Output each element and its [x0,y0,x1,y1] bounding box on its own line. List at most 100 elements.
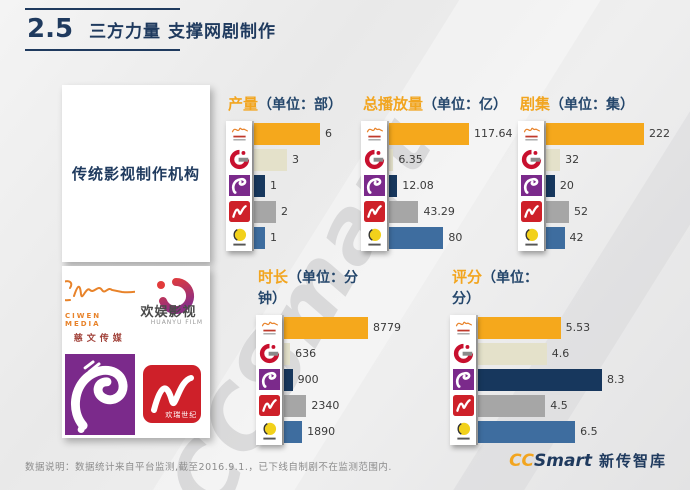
brand-cn: 新传智库 [598,452,667,470]
data-disclaimer: 数据说明：数据统计来自平台监测,截至2016.9.1.，已下线自制剧不在监测范围… [25,462,392,473]
chart-unit-label: （单位：部） [258,97,343,113]
chart-row: 900 [284,367,401,393]
header-rule-bottom [25,49,180,51]
chart-row: 2340 [284,393,401,419]
bar-value-label: 2340 [311,399,340,413]
chart-row: 4.6 [478,341,625,367]
bar-value-label: 3 [292,153,299,167]
chart-row: 32 [546,147,670,173]
chart-row: 6.5 [478,419,625,445]
ciwen-media-cn: 慈文传媒 [73,333,126,344]
purple-dragon-icon [256,367,282,393]
company-logo-grid: CIWEN MEDIA 慈文传媒 欢娱影视 HUANYU FILM [62,266,210,438]
chart-plot-area: 8779 636 900 2340 1890 [282,314,401,445]
chart-icon-strip [518,120,544,251]
chart-unit-label: （单位：亿） [423,97,508,113]
page-title: 三方力量 支撑网剧制作 [89,22,276,42]
dragon-icon [70,359,128,433]
bar [546,122,644,145]
bar-value-label: 4.6 [551,347,570,361]
brand-cc: CC [509,451,535,471]
chart-title: 剧集 [520,95,551,113]
chart-duration: 时长（单位：分钟） 8779 636 900 2340 1890 [256,267,401,445]
purple-dragon-icon [226,173,252,199]
chart-icon-strip [226,120,252,251]
chart-row: 1890 [284,419,401,445]
bar-value-label: 6 [325,127,332,141]
bar-value-label: 1 [270,179,277,193]
ciwen-media-icon [450,315,476,341]
bar-value-label: 6.5 [580,425,598,439]
bar [254,226,265,249]
bar-value-label: 80 [448,231,463,245]
chart-row: 8779 [284,315,401,341]
ciwen-media-en: CIWEN MEDIA [65,311,102,328]
bar-value-label: 636 [295,347,317,361]
bar-value-label: 8779 [373,321,401,335]
bar-value-label: 2 [281,205,288,219]
chart-row: 636 [284,341,401,367]
bar-value-label: 1 [270,231,277,245]
chart-row: 3 [254,147,332,173]
bar-value-label: 32 [565,153,580,167]
huanyu-film-icon [226,147,252,173]
chart-plot-area: 222 32 20 52 42 [544,120,670,251]
purple-dragon-icon [361,173,387,199]
bar [284,368,293,391]
ciwen-signature-icon [65,279,135,301]
chart-plot-area: 5.53 4.6 8.3 4.5 6.5 [476,314,625,445]
bar [478,368,602,391]
huanrui-century-cn: 欢瑞世纪 [165,411,198,420]
chart-row: 1 [254,225,332,251]
huanrui-red-box: 欢瑞世纪 [143,365,202,424]
bar [254,148,287,171]
bar [478,316,561,339]
slide-header: 2.5 三方力量 支撑网剧制作 [25,8,276,51]
bar-value-label: 43.29 [423,205,455,219]
bar [546,148,561,171]
brand-smart: Smart [534,451,592,471]
huanyu-film-icon [450,341,476,367]
chart-row: 117.64 [389,121,513,147]
bar-value-label: 1890 [307,425,336,439]
bar-value-label: 8.3 [607,373,625,387]
bar-value-label: 4.5 [550,399,568,413]
bar-value-label: 900 [297,373,319,387]
huanyu-film-icon [256,341,282,367]
lemon-pictures-icon [518,225,544,251]
huanrui-century-icon [361,199,387,225]
huanrui-century-icon [450,393,476,419]
chart-rating: 评分（单位：分） 5.53 4.6 8.3 4.5 6.5 [450,267,625,445]
huanrui-ribbon-icon [151,375,195,414]
chart-row: 5.53 [478,315,625,341]
huanyu-film-logo: 欢娱影视 HUANYU FILM [137,269,207,351]
bar-value-label: 52 [573,205,588,219]
bar [284,394,307,417]
lemon-pictures-icon [226,225,252,251]
huanrui-century-logo: 欢瑞世纪 [137,353,207,435]
chart-row: 6.35 [389,147,513,173]
bar-value-label: 20 [559,179,574,193]
purple-dragon-logo [65,353,135,435]
lemon-pictures-icon [450,419,476,445]
bar-value-label: 222 [649,127,670,141]
bar [254,122,320,145]
bar [284,342,291,365]
bar [389,200,419,223]
ciwen-media-icon [226,121,252,147]
huanyu-film-icon [361,147,387,173]
bar [389,174,398,197]
chart-row: 12.08 [389,173,513,199]
chart-episodes: 剧集（单位：集） 222 32 20 52 42 [518,94,670,251]
bar [254,174,265,197]
chart-row: 1 [254,173,332,199]
purple-dragon-icon [450,367,476,393]
bar-value-label: 6.35 [398,153,423,167]
bar [389,148,394,171]
ciwen-media-icon [361,121,387,147]
purple-dragon-icon [518,173,544,199]
chart-unit-label: （单位：分钟） [258,270,359,307]
chart-total-views: 总播放量（单位：亿） 117.64 6.35 12.08 43.29 80 [361,94,513,251]
